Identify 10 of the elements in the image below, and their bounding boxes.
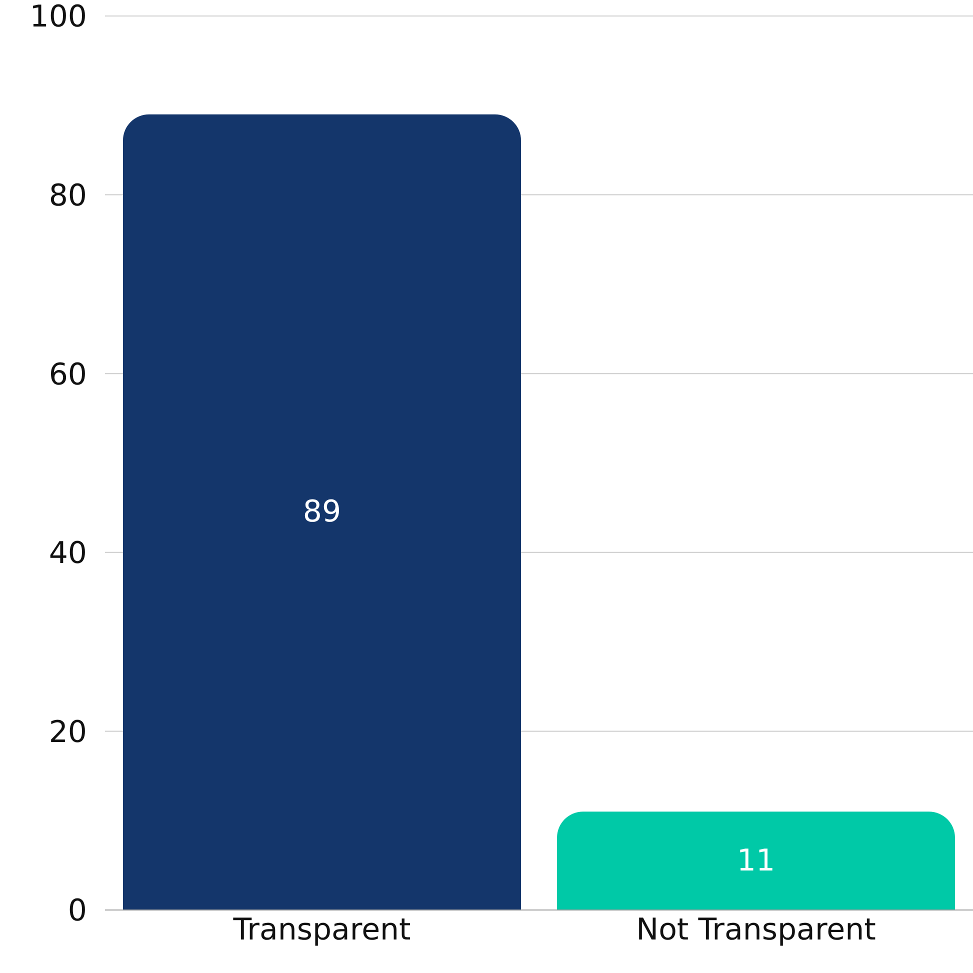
y-tick-label: 80 xyxy=(48,178,87,214)
y-tick-label: 20 xyxy=(48,714,87,750)
x-tick-label: Transparent xyxy=(232,912,412,948)
data-label: 11 xyxy=(736,843,776,878)
y-tick-label: 60 xyxy=(48,357,87,392)
y-tick-label: 0 xyxy=(68,894,87,929)
data-label: 89 xyxy=(302,494,342,530)
y-tick-label: 40 xyxy=(48,536,87,572)
x-tick-label: Not Transparent xyxy=(636,912,876,948)
y-tick-label: 100 xyxy=(30,0,87,35)
